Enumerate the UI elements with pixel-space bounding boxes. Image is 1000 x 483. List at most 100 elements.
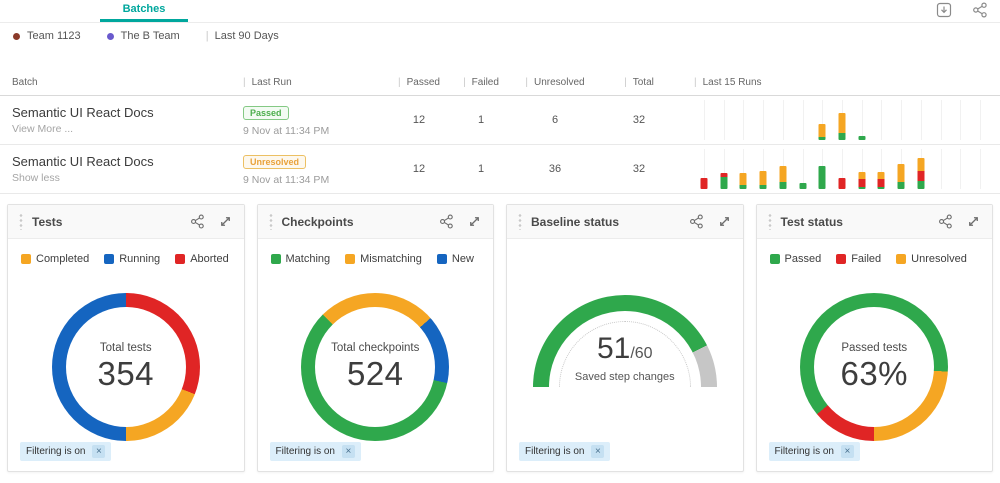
share-icon[interactable]	[689, 214, 704, 229]
run-bar[interactable]	[858, 136, 866, 140]
donut-chart: Passed tests 63%	[800, 293, 949, 441]
team-label: The B Team	[120, 30, 180, 42]
run-slot	[694, 100, 714, 140]
card-baseline-status: Baseline status 51/60	[506, 204, 744, 472]
run-bar[interactable]	[700, 178, 708, 189]
run-bar[interactable]	[917, 158, 925, 189]
run-bar[interactable]	[877, 172, 885, 189]
team-label: Team 1123	[27, 30, 81, 42]
gauge-chart: 51/60 Saved step changes	[532, 295, 717, 387]
legend-label: Failed	[851, 253, 882, 265]
legend-swatch	[436, 254, 447, 264]
filter-chip-label: Filtering is on	[26, 446, 86, 457]
close-icon[interactable]: ×	[591, 445, 605, 458]
expand-icon[interactable]	[966, 214, 981, 229]
run-slot	[852, 149, 872, 189]
table-row[interactable]: Semantic UI React Docs View More ... Pas…	[0, 96, 1000, 145]
donut-center: Total tests 354	[65, 307, 186, 427]
drag-handle-icon[interactable]	[268, 213, 273, 230]
run-slot	[891, 100, 911, 140]
legend-item[interactable]: Mismatching	[345, 253, 422, 265]
run-bar[interactable]	[779, 166, 787, 189]
run-bar[interactable]	[818, 166, 826, 189]
tab-batches[interactable]: Batches	[100, 3, 188, 22]
card-title: Test status	[780, 214, 843, 229]
card-checkpoints: Checkpoints Matching Mismatching New Total…	[256, 204, 494, 472]
legend-item[interactable]: Completed	[21, 253, 89, 265]
gauge-label: Saved step changes	[574, 371, 675, 383]
run-slot	[852, 100, 872, 140]
card-tests: Tests Completed Running Aborted Total test…	[7, 204, 245, 472]
date-range-filter[interactable]: Last 90 Days	[214, 30, 279, 42]
run-bar[interactable]	[739, 173, 747, 189]
separator: |	[205, 30, 209, 42]
widgets-row: Tests Completed Running Aborted Total test…	[0, 204, 1000, 472]
run-bar[interactable]	[838, 178, 846, 189]
donut-center-value: 63%	[840, 354, 909, 392]
close-icon[interactable]: ×	[341, 445, 355, 458]
run-bar[interactable]	[858, 172, 866, 189]
drag-handle-icon[interactable]	[518, 213, 522, 230]
col-last-15-runs: | Last 15 Runs	[694, 77, 762, 88]
run-slot	[733, 100, 753, 140]
legend-item[interactable]: New	[436, 253, 474, 265]
legend-item[interactable]: Unresolved	[896, 253, 967, 265]
donut-chart: Total checkpoints 524	[301, 293, 450, 441]
batch-name: Semantic UI React Docs	[12, 105, 154, 120]
table-header: Batch | Last Run | Passed | Failed | Unresol…	[0, 70, 1000, 96]
legend-item[interactable]: Aborted	[175, 253, 229, 265]
card-test-status: Test status Passed Failed Unresolved Passe…	[755, 204, 993, 472]
card-title: Checkpoints	[281, 214, 354, 229]
filter-chip-label: Filtering is on	[774, 446, 834, 457]
col-last-run: | Last Run	[243, 77, 292, 88]
legend-label: Running	[119, 253, 161, 265]
share-icon[interactable]	[938, 214, 953, 229]
legend-swatch	[175, 254, 186, 264]
donut-chart: Total tests 354	[51, 293, 200, 441]
expand-icon[interactable]	[717, 214, 732, 229]
legend-swatch	[769, 254, 780, 264]
col-total: | Total	[624, 77, 654, 88]
gauge-value: 51/60	[533, 332, 717, 366]
view-more-link[interactable]: View More ...	[12, 123, 74, 135]
share-icon[interactable]	[190, 214, 205, 229]
legend-label: Matching	[285, 253, 331, 265]
last-run-time: 9 Nov at 11:34 PM	[243, 125, 330, 137]
donut-center-value: 354	[97, 354, 155, 392]
close-icon[interactable]: ×	[840, 445, 854, 458]
expand-icon[interactable]	[218, 214, 233, 229]
run-bar[interactable]	[838, 113, 846, 140]
last-run-time: 9 Nov at 11:34 PM	[243, 174, 330, 186]
run-bar[interactable]	[720, 173, 728, 189]
expand-icon[interactable]	[467, 214, 482, 229]
run-bar[interactable]	[818, 124, 826, 140]
export-pdf-icon[interactable]	[936, 2, 952, 18]
share-icon[interactable]	[972, 2, 988, 18]
run-slot	[773, 100, 793, 140]
share-icon[interactable]	[439, 214, 454, 229]
table-row[interactable]: Semantic UI React Docs Show less Unresol…	[0, 145, 1000, 194]
run-slot	[714, 100, 734, 140]
filter-the-b-team[interactable]: The B Team	[106, 30, 180, 42]
run-bar[interactable]	[897, 164, 905, 189]
run-bar[interactable]	[759, 171, 767, 189]
run-slot	[970, 100, 990, 140]
legend-label: Mismatching	[360, 253, 422, 265]
legend-label: Aborted	[190, 253, 229, 265]
filter-chip-label: Filtering is on	[275, 446, 335, 457]
drag-handle-icon[interactable]	[767, 213, 772, 230]
legend-item[interactable]: Matching	[270, 253, 331, 265]
show-less-link[interactable]: Show less	[12, 172, 60, 184]
filter-team-1123[interactable]: Team 1123	[13, 30, 81, 42]
passed-count: 12	[412, 114, 426, 126]
card-header: Checkpoints	[257, 205, 493, 239]
drag-handle-icon[interactable]	[19, 213, 23, 230]
close-icon[interactable]: ×	[92, 445, 106, 458]
run-bar[interactable]	[799, 183, 807, 189]
legend-item[interactable]: Failed	[836, 253, 881, 265]
legend-label: New	[451, 253, 474, 265]
failed-count: 1	[477, 163, 485, 175]
run-slot	[793, 149, 813, 189]
legend-item[interactable]: Passed	[769, 253, 821, 265]
legend-item[interactable]: Running	[104, 253, 160, 265]
